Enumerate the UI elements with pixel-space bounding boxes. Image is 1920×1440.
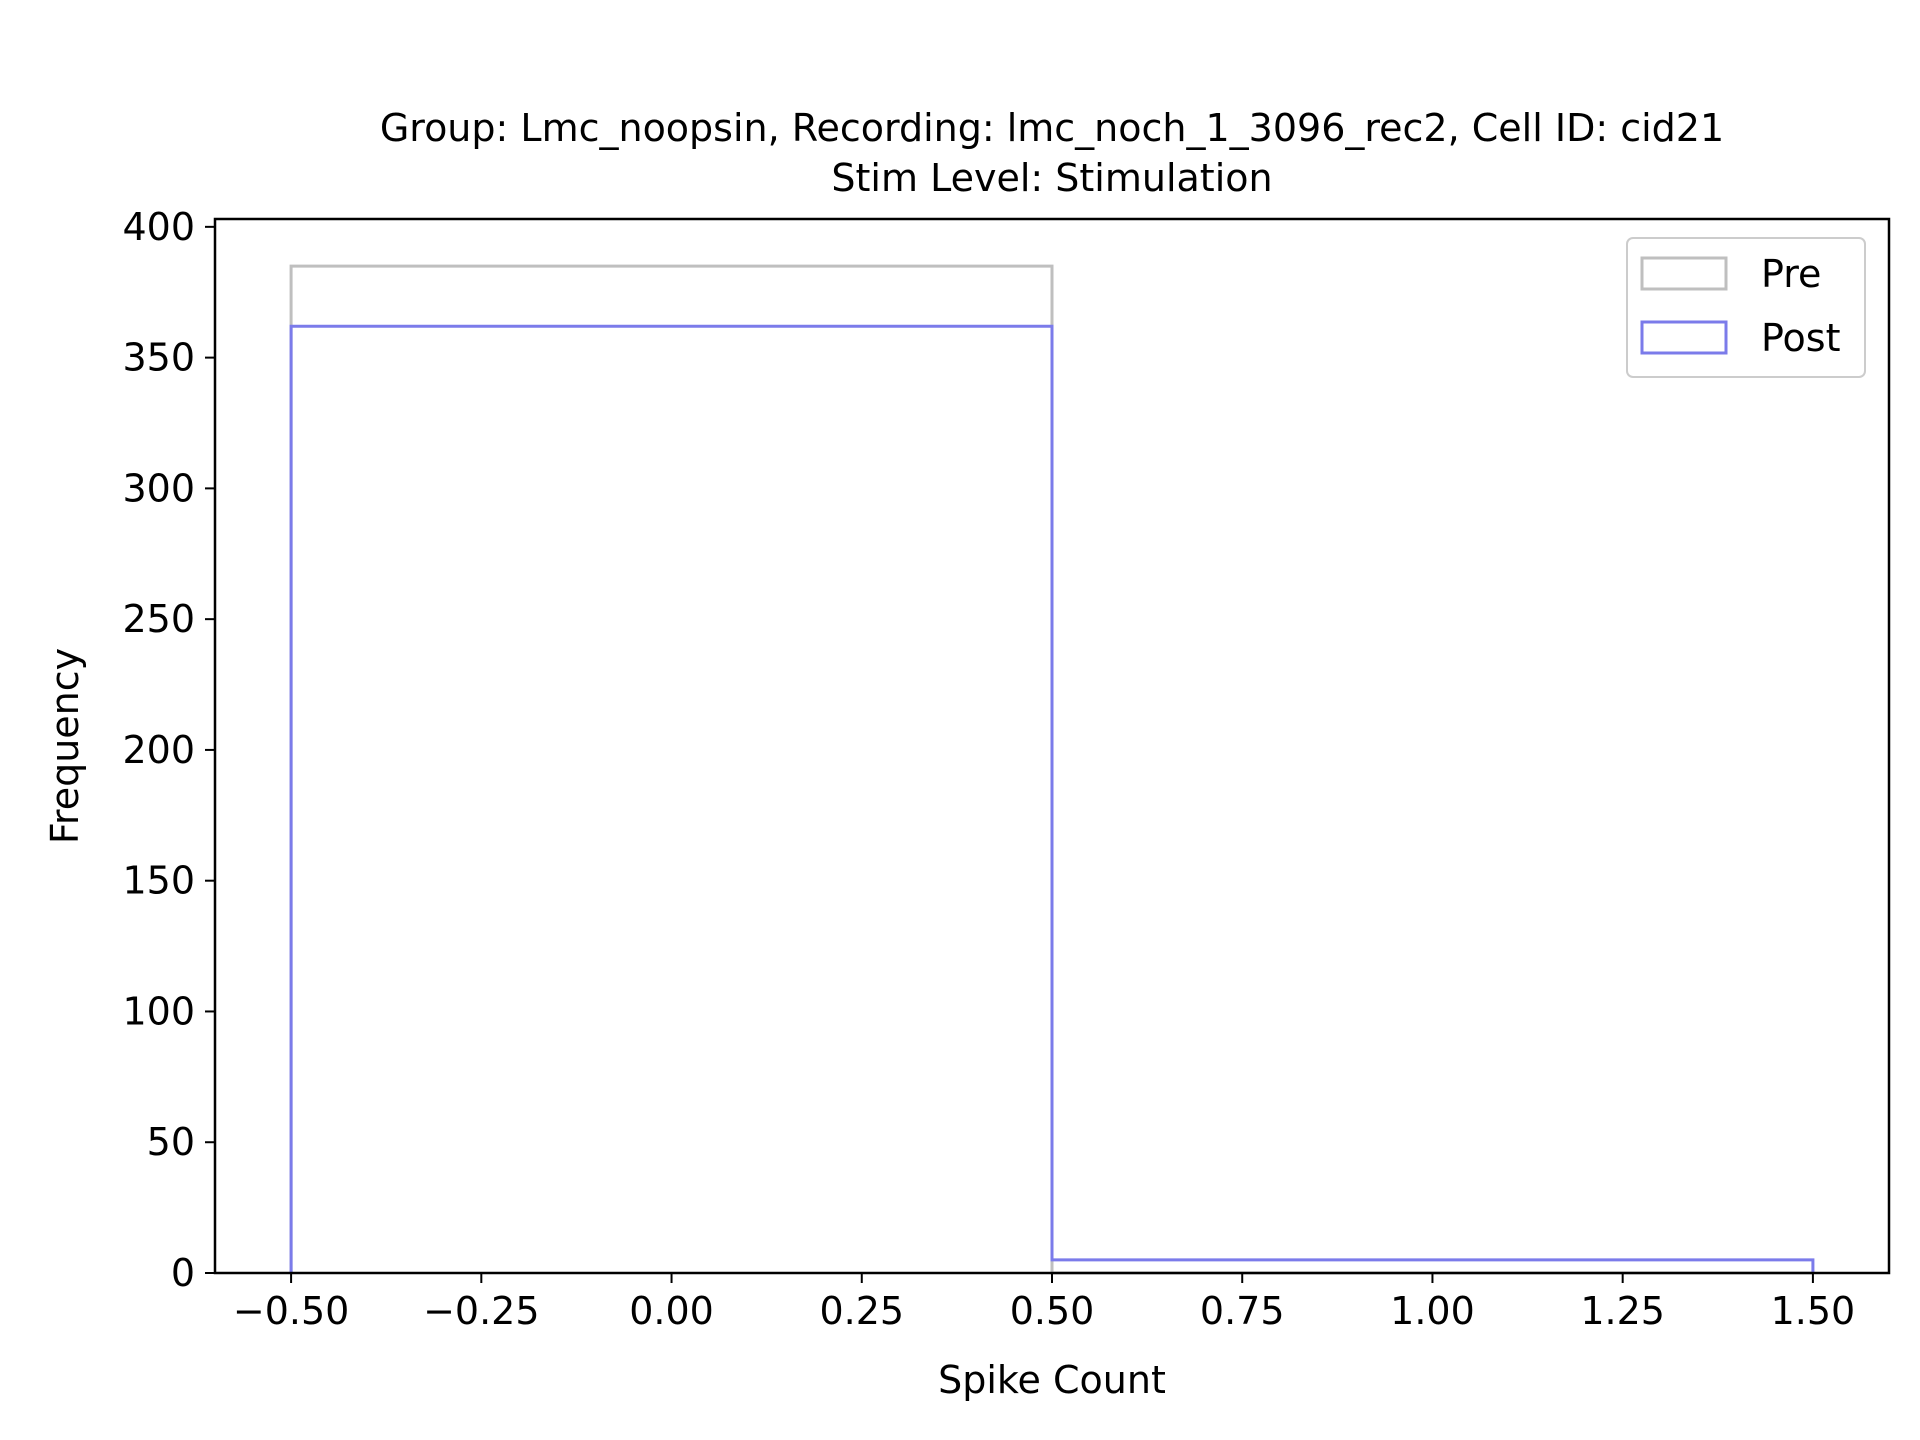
y-tick-label: 250 <box>122 597 195 641</box>
y-tick-label: 300 <box>122 466 195 510</box>
legend-box <box>1626 237 1866 378</box>
y-tick-label: 400 <box>122 205 195 249</box>
chart-title-line1: Group: Lmc_noopsin, Recording: lmc_noch_… <box>380 106 1724 150</box>
y-tick-label: 150 <box>122 859 195 903</box>
y-tick-label: 50 <box>147 1120 195 1164</box>
y-tick-label: 0 <box>171 1251 195 1295</box>
x-tick-label: 0.00 <box>629 1289 714 1333</box>
y-tick-label: 100 <box>122 989 195 1033</box>
x-axis-label: Spike Count <box>938 1358 1166 1402</box>
x-tick-label: −0.25 <box>423 1289 539 1333</box>
histogram-series-post <box>289 324 1815 1273</box>
x-tick-label: −0.50 <box>233 1289 349 1333</box>
x-axis-ticks: −0.50 −0.25 0.00 0.25 0.50 0.75 1.00 1.25 1.50 <box>233 1273 1855 1333</box>
y-axis-ticks: 0 50 100 150 200 250 300 350 400 <box>122 205 215 1295</box>
legend-label-pre: Pre <box>1761 252 1821 296</box>
legend-label-post: Post <box>1761 316 1841 360</box>
y-tick-label: 200 <box>122 728 195 772</box>
x-tick-label: 0.50 <box>1010 1289 1095 1333</box>
legend-items: Pre Post <box>1640 252 1841 360</box>
x-tick-label: 1.25 <box>1580 1289 1665 1333</box>
chart-title-line2: Stim Level: Stimulation <box>831 156 1272 200</box>
x-tick-label: 0.25 <box>819 1289 904 1333</box>
x-tick-label: 1.50 <box>1771 1289 1856 1333</box>
x-tick-label: 0.75 <box>1200 1289 1285 1333</box>
y-axis-label: Frequency <box>43 648 87 844</box>
legend: Pre Post <box>1626 237 1866 378</box>
x-tick-label: 1.00 <box>1390 1289 1475 1333</box>
y-tick-label: 350 <box>122 336 195 380</box>
legend-swatch-post <box>1640 320 1728 355</box>
legend-swatch-pre <box>1640 256 1728 291</box>
